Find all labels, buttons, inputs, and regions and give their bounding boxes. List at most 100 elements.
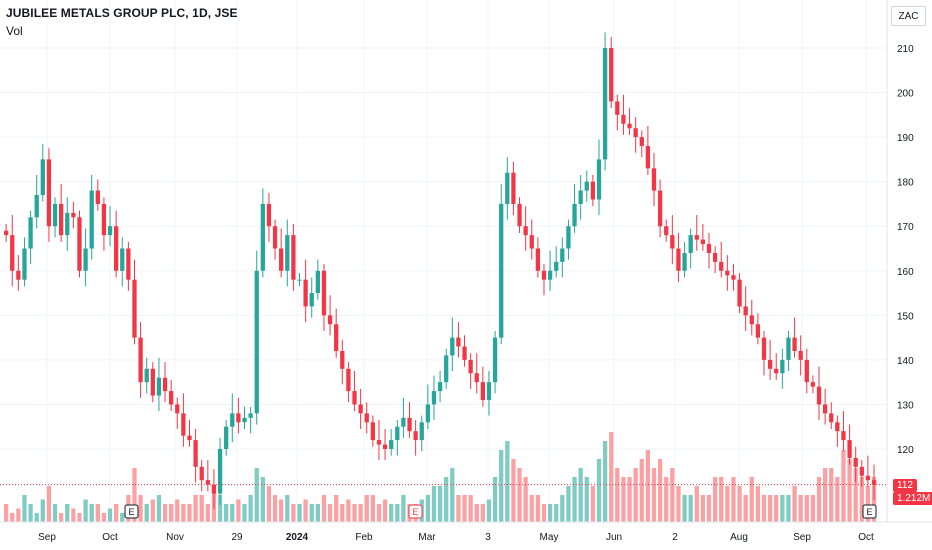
time-axis: Sep Oct Nov 29 2024 Feb Mar 3 May Jun 2 Aug Sep Oct xyxy=(38,532,874,543)
candle-body xyxy=(541,270,547,280)
candle-body xyxy=(46,159,52,227)
candle-body xyxy=(645,146,651,169)
volume-bar xyxy=(719,477,724,522)
candle-body xyxy=(810,382,816,387)
volume-bar xyxy=(590,486,596,522)
volume-bar xyxy=(737,486,742,522)
volume-bar xyxy=(327,504,333,522)
volume-bar xyxy=(242,504,247,522)
volume-bar xyxy=(297,504,302,522)
candle-body xyxy=(65,212,70,236)
volume-bar xyxy=(401,495,406,522)
candle-body xyxy=(260,203,265,271)
volume-bar xyxy=(822,468,828,522)
volume-bar xyxy=(725,486,730,522)
candle-body xyxy=(657,190,663,227)
candle-body xyxy=(272,226,278,249)
volume-bar xyxy=(162,504,168,522)
candle-body xyxy=(279,248,284,271)
volume-bar xyxy=(236,499,241,522)
volume-bar xyxy=(547,504,553,522)
volume-bar xyxy=(609,432,614,522)
candle-body xyxy=(743,306,748,316)
volume-bar xyxy=(431,486,437,522)
event-marker-label: E xyxy=(412,507,418,517)
event-marker[interactable]: E xyxy=(124,504,139,519)
volume-bar xyxy=(77,513,82,522)
candle-body xyxy=(847,440,852,458)
volume-bar xyxy=(670,468,675,522)
volume-bar xyxy=(389,504,394,522)
volume-bar xyxy=(71,508,76,522)
chart-grid xyxy=(0,0,887,522)
volume-label: Vol xyxy=(6,24,23,38)
candle-body xyxy=(132,279,137,338)
volume-bar xyxy=(370,495,375,522)
candle-body xyxy=(230,413,235,427)
candle-body xyxy=(346,368,351,392)
candle-body xyxy=(829,413,834,423)
candle-body xyxy=(804,359,809,383)
candle-body xyxy=(712,252,718,262)
volume-bar xyxy=(89,504,94,522)
volume-bar xyxy=(486,499,492,522)
x-tick-label: May xyxy=(540,532,559,543)
x-tick-label: Mar xyxy=(418,532,436,543)
candle-body xyxy=(395,426,400,441)
volume-bar xyxy=(175,499,180,522)
candle-body xyxy=(22,248,27,280)
candle-body xyxy=(725,270,730,276)
volume-bar xyxy=(10,513,15,522)
volume-bar xyxy=(444,477,449,522)
volume-bar xyxy=(230,504,235,522)
volume-bar xyxy=(346,499,351,522)
candle-body xyxy=(382,444,388,449)
volume-bar xyxy=(16,508,21,522)
candle-body xyxy=(321,270,327,316)
candle-body xyxy=(499,203,504,338)
candle-body xyxy=(162,377,168,392)
candle-body xyxy=(865,475,871,481)
candle-body xyxy=(822,404,828,414)
candle-body xyxy=(615,101,620,115)
candle-body xyxy=(737,279,742,307)
candle-body xyxy=(224,426,229,449)
candle-body xyxy=(633,128,638,138)
candle-body xyxy=(700,239,706,245)
volume-bar xyxy=(645,450,651,522)
volume-bar xyxy=(621,477,626,522)
volume-bar xyxy=(780,495,785,522)
candle-body xyxy=(492,337,498,383)
volume-bar xyxy=(633,468,638,522)
candle-body xyxy=(609,48,614,102)
candle-body xyxy=(205,480,210,485)
candle-body xyxy=(755,324,761,338)
y-tick-label: 210 xyxy=(897,44,914,55)
candle-body xyxy=(285,235,290,271)
candle-body xyxy=(523,226,528,236)
candle-body xyxy=(358,404,363,414)
volume-bar xyxy=(657,459,663,522)
candle-body xyxy=(193,440,198,467)
volume-bar xyxy=(376,504,382,522)
event-marker[interactable]: E xyxy=(408,504,423,519)
volume-bar xyxy=(688,495,693,522)
candle-body xyxy=(688,235,693,253)
x-tick-label: 2 xyxy=(672,532,678,543)
x-tick-label: 3 xyxy=(485,532,491,543)
candle-body xyxy=(211,484,217,494)
candle-body xyxy=(517,203,522,227)
volume-bar xyxy=(260,477,265,522)
volume-bar xyxy=(572,477,577,522)
candle-body xyxy=(572,203,577,227)
candle-body xyxy=(462,346,467,360)
candle-body xyxy=(77,217,82,271)
volume-bar xyxy=(841,450,846,522)
event-marker[interactable]: E xyxy=(862,504,877,519)
currency-button[interactable]: ZAC xyxy=(891,6,926,26)
y-tick-label: 180 xyxy=(897,178,914,189)
event-marker-label: E xyxy=(128,507,134,517)
volume-bar xyxy=(505,441,510,522)
volume-bar xyxy=(395,504,400,522)
